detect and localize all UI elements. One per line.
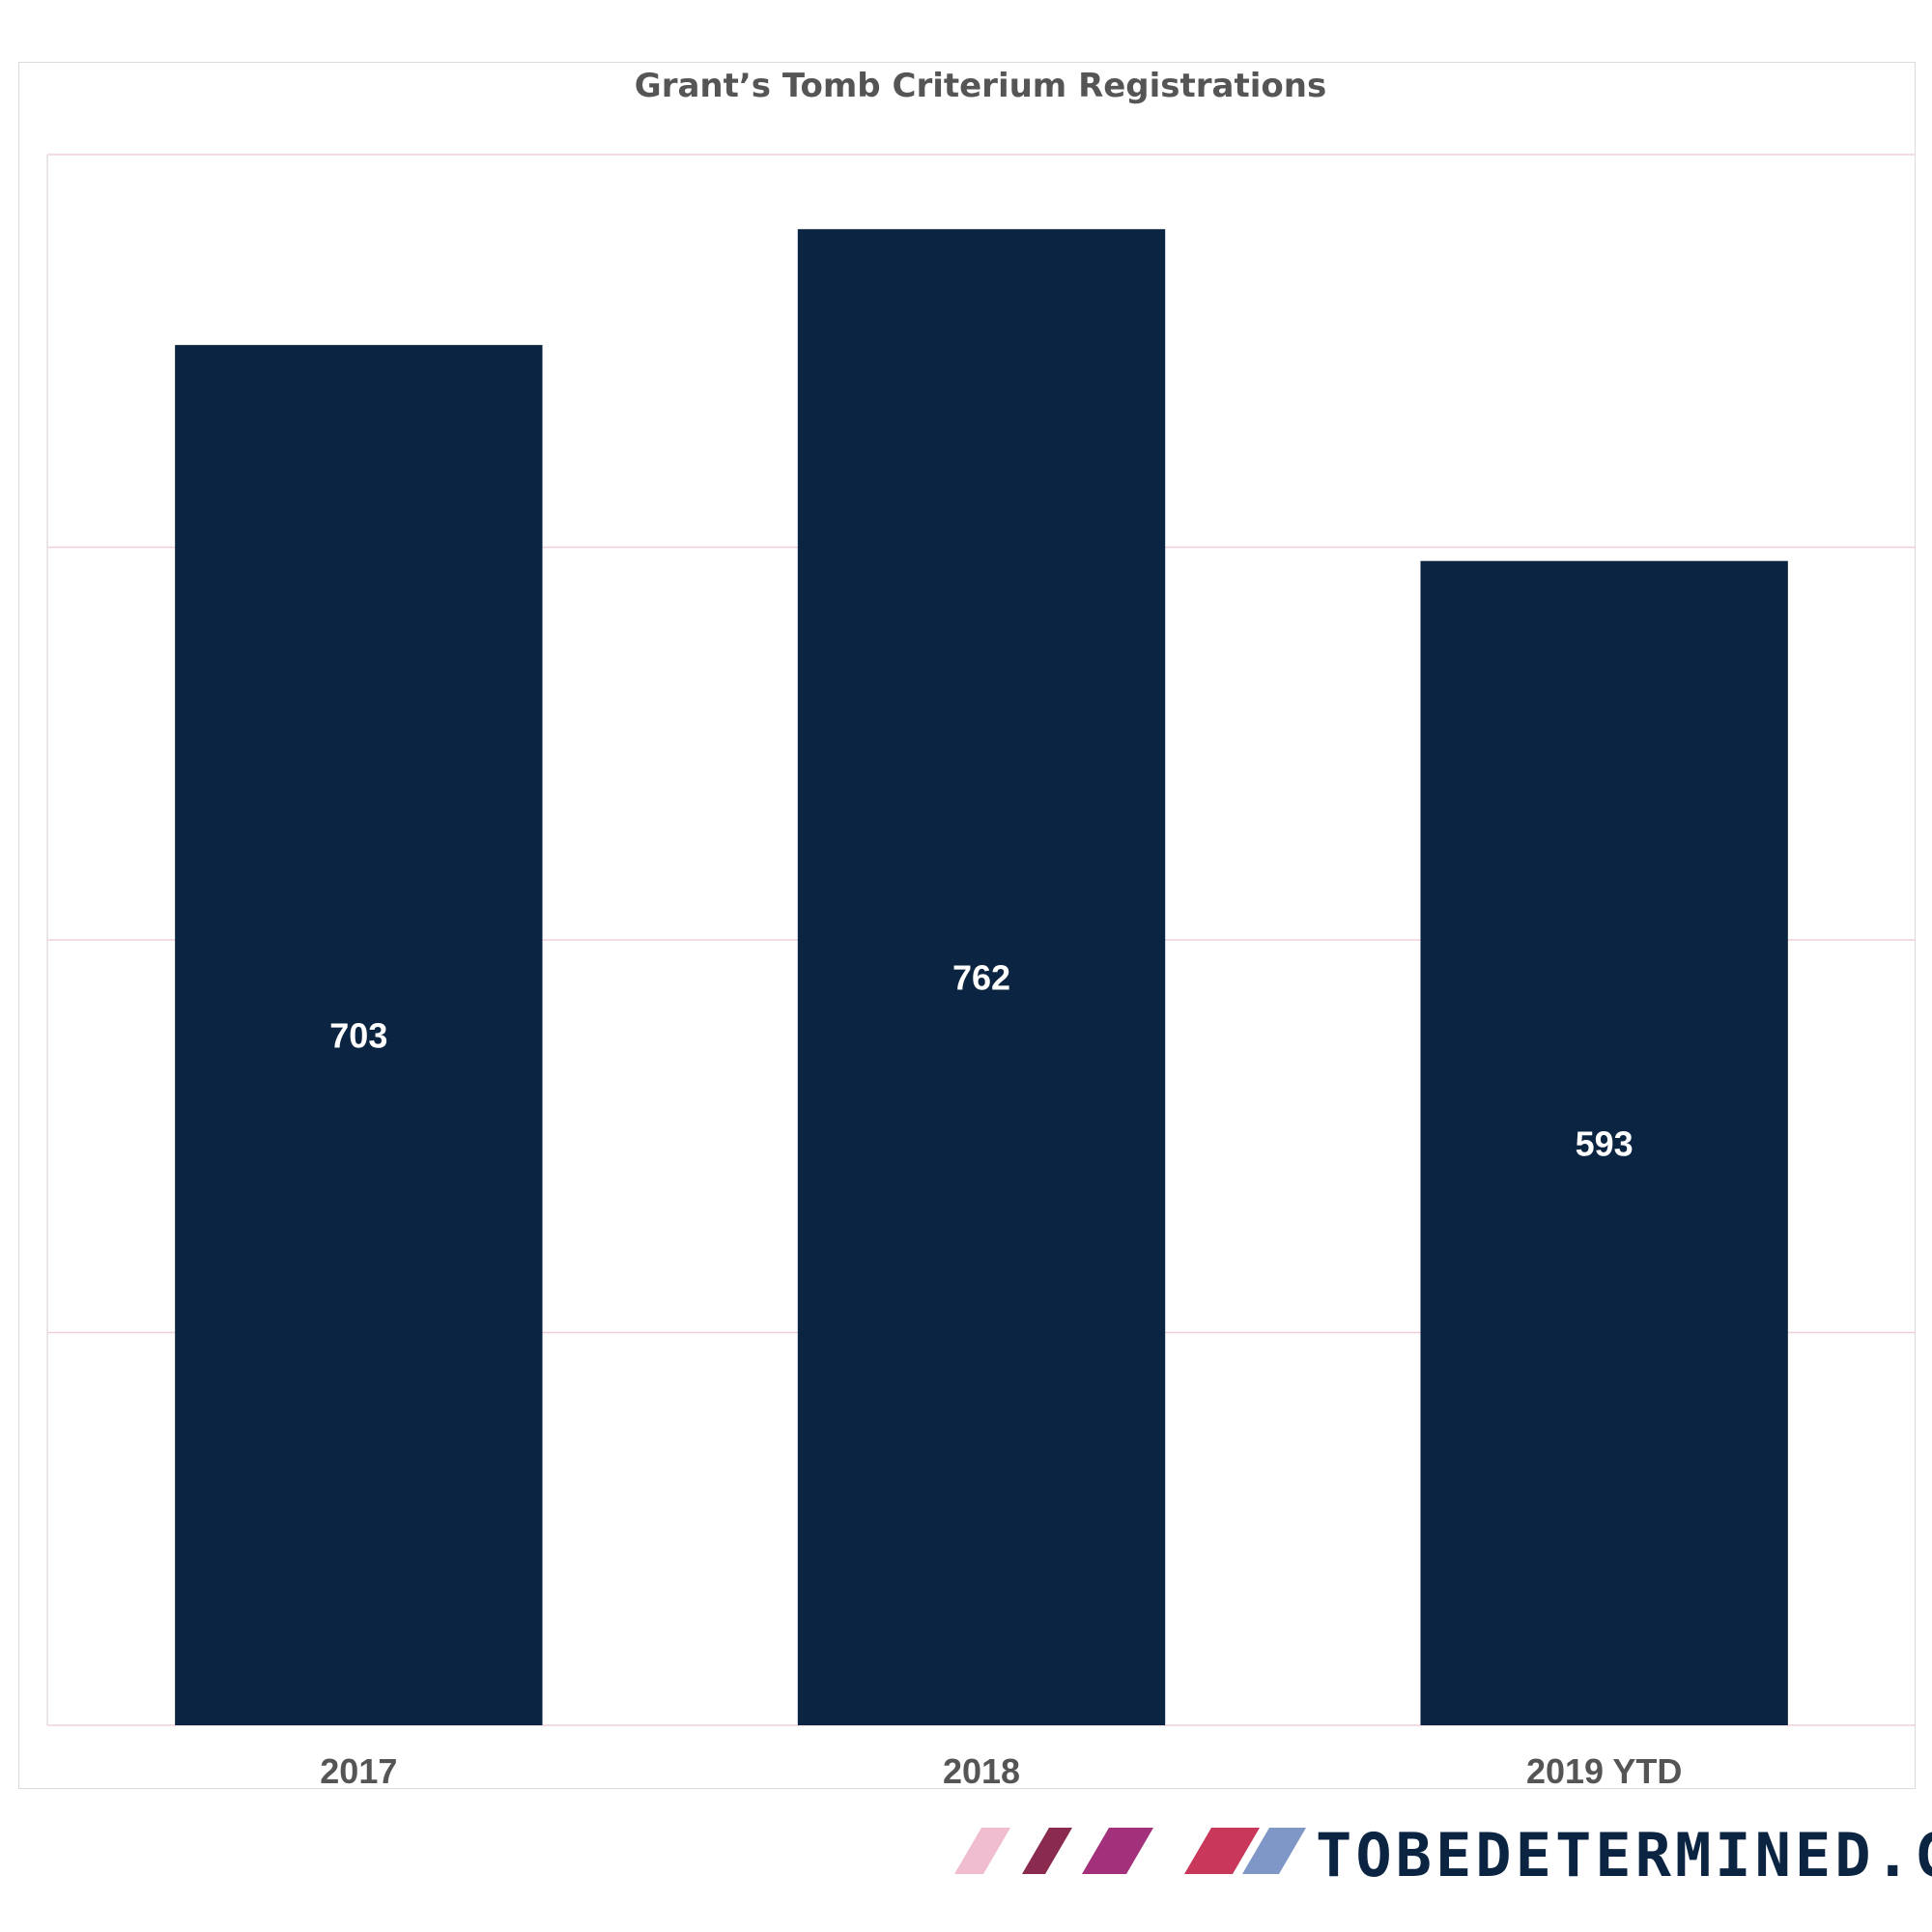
x-tick-labels: 2017 2018 2019 YTD <box>320 1751 1682 1791</box>
brand-wordmark: TOBEDETERMINED.CC <box>1316 1820 1932 1890</box>
bar-2019-ytd <box>1420 560 1788 1725</box>
x-tick-label-2: 2019 YTD <box>1526 1751 1682 1791</box>
brand-stripe-2 <box>1082 1828 1153 1874</box>
brand-stripe-1 <box>1022 1828 1072 1874</box>
bars <box>175 229 1788 1726</box>
brand-stripe-3 <box>1184 1828 1260 1874</box>
data-label-2: 593 <box>1576 1123 1634 1163</box>
chart-title: Grant’s Tomb Criterium Registrations <box>635 67 1326 105</box>
brand-stripe-4 <box>1242 1828 1306 1874</box>
data-labels: 703 762 593 <box>329 958 1633 1164</box>
bar-2017 <box>175 345 543 1726</box>
data-label-1: 762 <box>952 958 1010 998</box>
brand-stripe-0 <box>954 1828 1010 1874</box>
x-tick-label-1: 2018 <box>943 1751 1020 1791</box>
x-tick-label-0: 2017 <box>320 1751 397 1791</box>
data-label-0: 703 <box>329 1016 387 1056</box>
brand-stripes-logo <box>954 1828 1306 1874</box>
bar-2018 <box>797 229 1166 1726</box>
